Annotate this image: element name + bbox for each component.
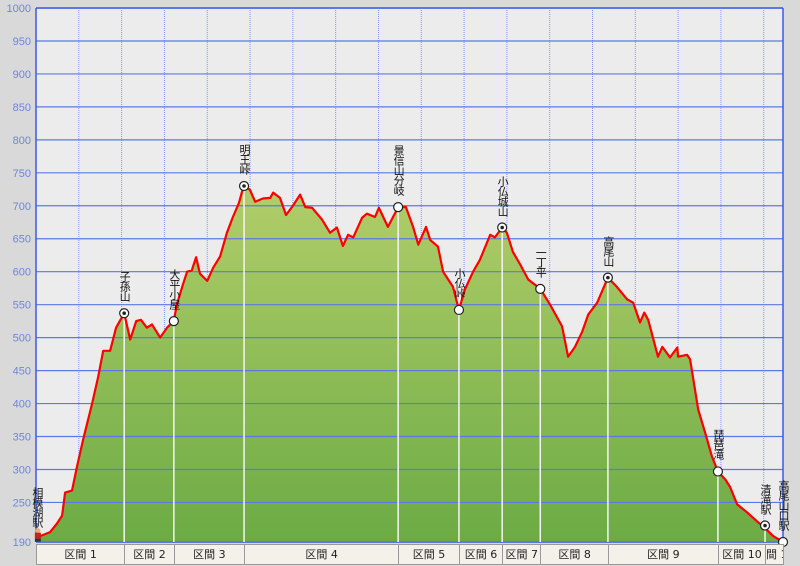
circle-marker <box>453 304 465 316</box>
segment-8[interactable]: 区間 8 <box>540 544 609 565</box>
hiker-body <box>34 532 41 539</box>
segment-3[interactable]: 区間 3 <box>173 544 246 565</box>
segment-11[interactable]: 間 1 <box>765 544 784 565</box>
marker-inner-dot <box>242 184 246 188</box>
waypoint-label: 子孫山 <box>118 271 132 302</box>
waypoint-label: 小仏峠 <box>452 267 466 298</box>
segment-7[interactable]: 区間 7 <box>502 544 542 565</box>
waypoint-label: 清滝駅 <box>759 483 773 514</box>
waypoint-lines <box>123 186 766 542</box>
y-tick-label: 600 <box>13 267 31 279</box>
segment-5[interactable]: 区間 5 <box>398 544 460 565</box>
segment-9[interactable]: 区間 9 <box>607 544 719 565</box>
circle-marker <box>712 466 724 477</box>
elevation-area <box>36 184 784 542</box>
marker-inner-dot <box>500 225 504 230</box>
marker-inner-dot <box>122 311 126 316</box>
segment-6[interactable]: 区間 6 <box>458 544 504 565</box>
elevation-line <box>36 183 784 543</box>
y-tick-label: 190 <box>13 537 31 549</box>
circle-marker <box>393 201 404 213</box>
y-tick-label: 350 <box>13 432 31 444</box>
y-tick-label: 900 <box>13 69 31 81</box>
segment-2[interactable]: 区間 2 <box>124 544 175 565</box>
circle-marker <box>535 283 546 294</box>
y-tick-label: 1000 <box>7 3 31 15</box>
y-tick-label: 250 <box>13 497 31 509</box>
circle-marker <box>168 316 179 327</box>
segment-10[interactable]: 区間 10 <box>717 544 766 565</box>
horizontal-gridlines <box>36 7 783 543</box>
waypoint-label: 琵琶滝 <box>711 429 725 460</box>
segment-1[interactable]: 区間 1 <box>36 544 126 565</box>
y-tick-label: 550 <box>13 300 31 312</box>
y-tick-label: 850 <box>13 102 31 114</box>
y-tick-label: 650 <box>13 234 31 246</box>
waypoint-label: 一丁平 <box>534 246 548 277</box>
waypoint-label: 相模湖駅 <box>30 486 44 527</box>
segment-4[interactable]: 区間 4 <box>244 544 400 565</box>
y-tick-label: 950 <box>13 36 31 48</box>
y-tick-label: 700 <box>13 201 31 213</box>
waypoint-label: 高尾山 <box>601 235 615 266</box>
y-tick-label: 800 <box>13 135 31 147</box>
y-axis-ticks: 190 250 300 350 400 450 500 550 600 650 700 750 800 8… <box>7 3 31 549</box>
hiker-legs <box>34 538 41 542</box>
waypoint-label: 明王峠 <box>238 144 252 174</box>
y-tick-label: 450 <box>13 366 31 378</box>
y-tick-label: 300 <box>13 464 31 476</box>
hiker-icon <box>34 528 41 542</box>
waypoint-label: 高尾山口駅 <box>777 480 790 530</box>
hiker-head <box>35 528 41 534</box>
waypoint-label: 大平小屋 <box>167 269 181 310</box>
y-tick-label: 500 <box>13 333 31 345</box>
marker-inner-dot <box>606 275 610 280</box>
y-tick-label: 750 <box>13 168 31 180</box>
waypoint-label: 景信山分岐 <box>392 145 406 196</box>
marker-inner-dot <box>763 523 767 528</box>
waypoint-label: 小仏城山 <box>496 175 510 216</box>
y-tick-label: 400 <box>13 399 31 411</box>
